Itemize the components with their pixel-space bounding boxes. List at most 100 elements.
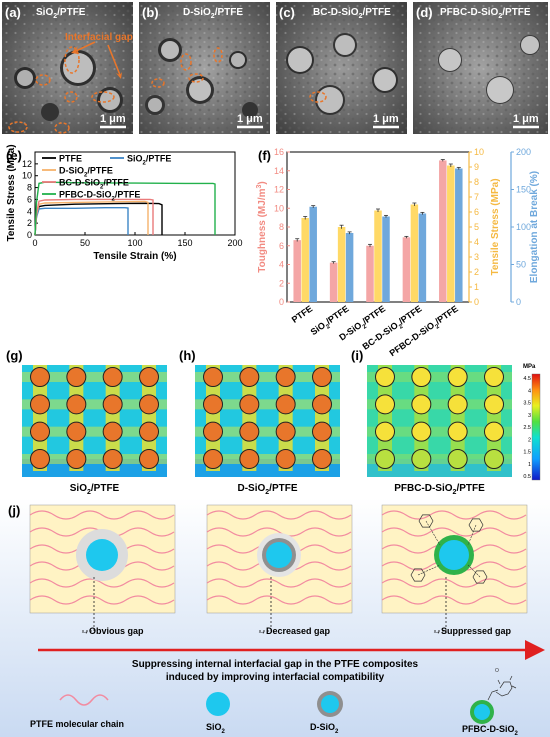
particle: [376, 422, 395, 441]
colorbar-tick-label: 4: [528, 388, 531, 394]
mechanical-bar-chart: (f) 024681012141601234567891005010015020…: [256, 147, 540, 361]
particle: [313, 450, 332, 469]
colorbar-tick-label: 1.5: [523, 450, 531, 456]
bar: [330, 263, 338, 302]
particle: [376, 395, 395, 414]
gap-label: →Decreased gap: [257, 626, 331, 636]
particle: [31, 450, 50, 469]
bar: [403, 237, 411, 302]
stress-maps: (g)SiO2/PTFE(h)D-SiO2/PTFE(i)PFBC-D-SiO2…: [6, 348, 512, 496]
panel-label-j: (j): [8, 503, 20, 518]
x-tick-label: 150: [177, 238, 192, 248]
right2-tick-label: 50: [516, 260, 526, 270]
particle: [140, 368, 159, 387]
scale-bar-label: 1 μm: [100, 113, 126, 125]
left-tick-label: 10: [274, 203, 284, 213]
particle: [448, 450, 467, 469]
particle: [140, 450, 159, 469]
left-tick-label: 14: [274, 166, 284, 176]
x-tick-label: 200: [227, 238, 242, 248]
stress-map-caption: D-SiO2/PTFE: [237, 483, 297, 496]
particle: [448, 422, 467, 441]
y-tick-label: 4: [27, 206, 32, 216]
particle: [448, 395, 467, 414]
particle: [103, 422, 122, 441]
stress-map-caption: SiO2/PTFE: [70, 483, 120, 496]
sem-panel-c: (c) BC-D-SiO2/PTFE 1 μm: [276, 2, 407, 134]
particle: [485, 422, 504, 441]
particle: [448, 368, 467, 387]
schematic-panel: (j) →Obvious gap →Decreased gap →Suppresse…: [0, 498, 550, 737]
left-tick-label: 2: [279, 278, 284, 288]
right1-tick-label: 4: [474, 237, 479, 247]
particle: [276, 450, 295, 469]
right1-tick-label: 10: [474, 147, 484, 157]
particle: [412, 368, 431, 387]
schematic-caption-line2: induced by improving interfacial compati…: [166, 672, 385, 683]
panel-label: (i): [351, 348, 363, 363]
colorbar: MPa 4.5 4 3.5 3 2.5 2 1.5 1 0.5: [523, 364, 540, 480]
particle: [276, 422, 295, 441]
panel-label: (g): [6, 348, 23, 363]
legend-entry: PFBC-D-SiO2/PTFE: [59, 190, 140, 203]
particle: [313, 395, 332, 414]
particle: [103, 395, 122, 414]
gap-label: →Obvious gap: [80, 626, 144, 636]
series-line: [35, 202, 148, 236]
right1-tick-label: 7: [474, 192, 479, 202]
particle: [140, 395, 159, 414]
bar: [309, 207, 317, 302]
particle: [412, 450, 431, 469]
legend: PTFE SiO2/PTFED-SiO2/PTFEBC-D-SiO2/PTFEPF…: [42, 154, 171, 203]
particle: [240, 450, 259, 469]
panel-label-d: (d): [416, 5, 433, 20]
right1-tick-label: 2: [474, 267, 479, 277]
bar: [419, 214, 427, 303]
panel-label-a: (a): [5, 5, 21, 20]
panel-label-f: (f): [258, 148, 271, 163]
bar: [293, 240, 301, 302]
sio2-particle: [86, 539, 118, 571]
colorbar-tick-label: 3: [528, 413, 531, 419]
y-tick-label: 0: [27, 230, 32, 240]
particle: [376, 368, 395, 387]
right2-tick-label: 200: [516, 147, 531, 157]
stress-map-panel: (h)D-SiO2/PTFE: [179, 348, 340, 496]
scale-bar-label: 1 μm: [237, 113, 263, 125]
y-tick-label: 8: [27, 183, 32, 193]
particle: [240, 422, 259, 441]
particle: [67, 368, 86, 387]
particle: [103, 450, 122, 469]
bar: [374, 211, 382, 303]
right1-tick-label: 6: [474, 207, 479, 217]
bar: [346, 233, 354, 302]
particle: [276, 368, 295, 387]
panel-label-b: (b): [142, 5, 159, 20]
particle: [485, 395, 504, 414]
toughness-axis-label: Toughness (MJ/m3): [256, 181, 268, 273]
x-tick-label: 50: [80, 238, 90, 248]
particle: [204, 395, 223, 414]
gap-label: →Suppressed gap: [432, 626, 512, 636]
legend-entry: PTFE: [59, 154, 82, 164]
bar: [301, 218, 309, 302]
left-tick-label: 0: [279, 297, 284, 307]
sem-panel-b: (b) D-SiO2/PTFE 1 μm: [139, 2, 270, 134]
bar: [411, 205, 419, 303]
bar: [439, 160, 447, 302]
particle: [31, 395, 50, 414]
sem-panel-d: (d) PFBC-D-SiO2/PTFE 1 μm: [413, 2, 548, 134]
particle: [31, 422, 50, 441]
bar: [455, 169, 463, 303]
colorbar-unit: MPa: [523, 364, 536, 370]
particle: [67, 395, 86, 414]
particle: [376, 450, 395, 469]
series-line: [35, 208, 128, 235]
particle: [412, 395, 431, 414]
stress-map-panel: (g) SiO2/PTFE: [6, 348, 167, 496]
category-label: PTFE: [290, 303, 315, 324]
left-tick-label: 6: [279, 241, 284, 251]
panel-label-c: (c): [279, 5, 295, 20]
y-tick-label: 12: [22, 159, 32, 169]
